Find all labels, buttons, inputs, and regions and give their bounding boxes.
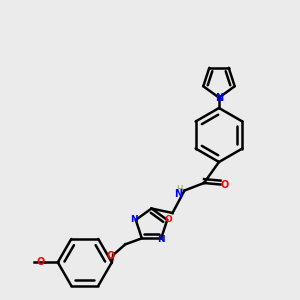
Text: N: N	[174, 189, 182, 199]
Text: N: N	[215, 93, 223, 103]
Text: O: O	[165, 215, 172, 224]
Text: N: N	[158, 235, 165, 244]
Text: O: O	[37, 257, 45, 267]
Text: O: O	[221, 179, 229, 190]
Text: H: H	[176, 184, 182, 194]
Text: O: O	[107, 251, 115, 261]
Text: N: N	[130, 214, 138, 224]
